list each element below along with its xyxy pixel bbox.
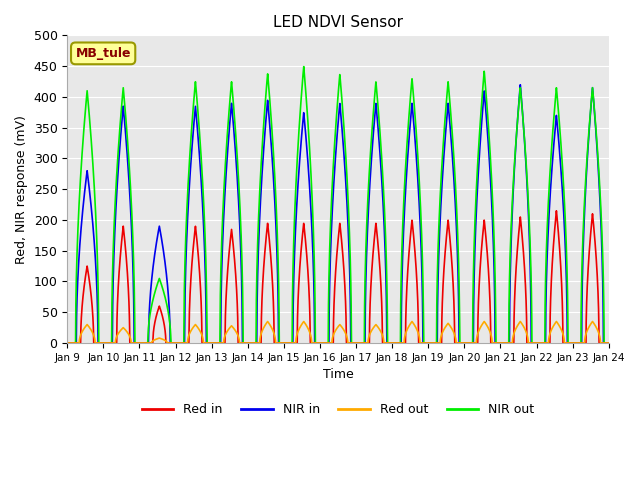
Red in	[189, 248, 197, 253]
NIR out	[601, 340, 609, 346]
Red in	[306, 313, 314, 319]
Y-axis label: Red, NIR response (mV): Red, NIR response (mV)	[15, 115, 28, 264]
Red in	[195, 258, 202, 264]
Red out	[306, 330, 314, 336]
Red in	[192, 228, 200, 233]
Red out	[268, 324, 275, 330]
X-axis label: Time: Time	[323, 368, 353, 381]
Red out	[63, 340, 71, 346]
NIR out	[189, 108, 197, 113]
NIR out	[306, 153, 314, 158]
Red out	[195, 326, 202, 332]
Legend: Red in, NIR in, Red out, NIR out: Red in, NIR in, Red out, NIR out	[137, 398, 539, 421]
NIR out	[192, 84, 200, 90]
Red in	[601, 340, 609, 346]
Red out	[589, 319, 596, 324]
Red out	[601, 340, 609, 346]
NIR out	[268, 119, 275, 124]
Red out	[605, 340, 612, 346]
NIR in	[601, 340, 609, 346]
NIR in	[268, 144, 275, 149]
NIR in	[192, 108, 200, 114]
NIR in	[189, 132, 197, 137]
NIR out	[195, 119, 202, 124]
NIR out	[63, 340, 71, 346]
NIR in	[63, 340, 71, 346]
Red in	[268, 262, 275, 268]
Red in	[63, 340, 71, 346]
NIR in	[306, 189, 314, 195]
Line: Red out: Red out	[67, 322, 609, 343]
Red out	[192, 322, 200, 328]
Red in	[605, 340, 612, 346]
Line: NIR in: NIR in	[67, 85, 609, 343]
NIR in	[516, 82, 524, 88]
NIR out	[300, 64, 308, 70]
Red out	[189, 325, 197, 331]
NIR in	[195, 142, 202, 148]
Red in	[552, 208, 560, 214]
Title: LED NDVI Sensor: LED NDVI Sensor	[273, 15, 403, 30]
NIR in	[605, 340, 612, 346]
Text: MB_tule: MB_tule	[76, 47, 131, 60]
NIR out	[605, 340, 612, 346]
Line: Red in: Red in	[67, 211, 609, 343]
Line: NIR out: NIR out	[67, 67, 609, 343]
